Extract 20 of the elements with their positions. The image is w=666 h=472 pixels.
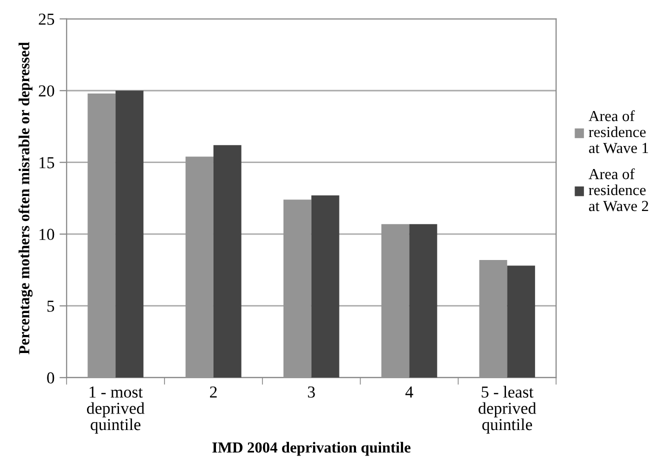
y-tick-label: 5 <box>47 300 54 312</box>
bar <box>311 195 340 378</box>
y-tick-label: 25 <box>38 14 54 25</box>
y-tick-label: 10 <box>40 228 54 240</box>
x-tick-label: 1 - most deprived quintile <box>87 386 144 434</box>
bar <box>116 90 144 378</box>
bar <box>213 145 242 378</box>
legend-label: Area of residence at Wave 1 <box>588 110 648 154</box>
x-tick-label: 5 - least deprived quintile <box>478 386 536 434</box>
bar <box>507 266 536 378</box>
x-tick-label: 3 <box>308 386 315 398</box>
y-tick-label: 0 <box>47 372 54 384</box>
y-tick-label: 15 <box>40 157 54 168</box>
x-tick-label: 4 <box>405 386 414 398</box>
legend-label: Area of residence at Wave 2 <box>588 168 648 212</box>
bar <box>409 224 438 378</box>
y-tick-label: 20 <box>38 85 54 97</box>
y-axis-title: Percentage mothers often misrable or depressed <box>18 42 33 354</box>
x-axis-title: IMD 2004 deprivation quintile <box>212 442 410 456</box>
x-tick-label: 2 <box>210 386 217 398</box>
